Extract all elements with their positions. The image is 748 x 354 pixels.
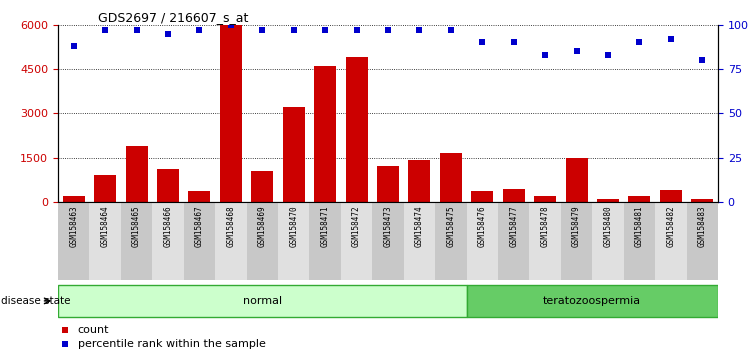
Point	[131, 27, 143, 33]
Bar	[530, 202, 561, 280]
Point	[442, 277, 454, 282]
Text: GSM158468: GSM158468	[227, 206, 236, 247]
Bar	[655, 202, 687, 280]
Bar	[310, 202, 341, 280]
Point	[99, 27, 111, 33]
Bar	[660, 190, 682, 202]
Bar	[565, 158, 588, 202]
Bar	[440, 153, 462, 202]
Bar	[467, 285, 718, 317]
Bar	[283, 107, 304, 202]
Point	[665, 36, 677, 42]
Bar	[404, 202, 435, 280]
Bar	[215, 202, 247, 280]
Bar	[184, 202, 215, 280]
Bar	[58, 285, 467, 317]
Text: GSM158463: GSM158463	[70, 206, 79, 247]
Text: GSM158465: GSM158465	[132, 206, 141, 247]
Text: GSM158467: GSM158467	[195, 206, 204, 247]
Bar	[435, 202, 467, 280]
Bar	[691, 199, 714, 202]
Point	[382, 27, 394, 33]
Text: GSM158479: GSM158479	[572, 206, 581, 247]
Bar	[624, 202, 655, 280]
Point	[351, 27, 363, 33]
Point	[414, 27, 426, 33]
Text: GSM158481: GSM158481	[635, 206, 644, 247]
Text: GSM158464: GSM158464	[101, 206, 110, 247]
Text: GSM158474: GSM158474	[415, 206, 424, 247]
Bar	[157, 169, 179, 202]
Text: GSM158482: GSM158482	[666, 206, 675, 247]
Text: normal: normal	[242, 296, 282, 306]
Text: GSM158475: GSM158475	[447, 206, 456, 247]
Bar	[341, 202, 373, 280]
Bar	[63, 196, 85, 202]
Text: teratozoospermia: teratozoospermia	[543, 296, 641, 306]
Bar	[90, 202, 121, 280]
Text: GSM158483: GSM158483	[698, 206, 707, 247]
Bar	[220, 25, 242, 202]
Text: GSM158473: GSM158473	[384, 206, 393, 247]
Bar	[247, 202, 278, 280]
Bar	[153, 202, 184, 280]
Point	[68, 43, 80, 49]
Bar	[597, 199, 619, 202]
Bar	[534, 196, 557, 202]
Point	[288, 27, 300, 33]
Point	[476, 40, 488, 45]
Point	[696, 57, 708, 63]
Text: GSM158480: GSM158480	[604, 206, 613, 247]
Text: GSM158469: GSM158469	[258, 206, 267, 247]
Point	[445, 27, 457, 33]
Bar	[628, 196, 651, 202]
Bar	[58, 202, 90, 280]
Text: GDS2697 / 216607_s_at: GDS2697 / 216607_s_at	[97, 11, 248, 24]
Bar	[346, 57, 367, 202]
Text: GSM158476: GSM158476	[478, 206, 487, 247]
Text: GSM158477: GSM158477	[509, 206, 518, 247]
Bar	[377, 166, 399, 202]
Bar	[561, 202, 592, 280]
Point	[319, 27, 331, 33]
Text: GSM158466: GSM158466	[164, 206, 173, 247]
Bar	[498, 202, 530, 280]
Point	[194, 27, 206, 33]
Bar	[94, 175, 116, 202]
Bar	[471, 192, 493, 202]
Bar	[503, 188, 524, 202]
Bar	[188, 192, 210, 202]
Text: count: count	[78, 325, 109, 335]
Text: GSM158472: GSM158472	[352, 206, 361, 247]
Point	[571, 48, 583, 54]
Bar	[126, 146, 147, 202]
Text: GSM158478: GSM158478	[541, 206, 550, 247]
Point	[508, 40, 520, 45]
Bar	[687, 202, 718, 280]
Bar	[373, 202, 404, 280]
Bar	[408, 160, 430, 202]
Point	[442, 148, 454, 154]
Point	[225, 22, 237, 28]
Text: percentile rank within the sample: percentile rank within the sample	[78, 339, 266, 349]
Bar	[592, 202, 624, 280]
Bar	[251, 171, 273, 202]
Bar	[314, 66, 336, 202]
Point	[602, 52, 614, 58]
Text: disease state: disease state	[1, 296, 71, 306]
Point	[257, 27, 269, 33]
Bar	[121, 202, 153, 280]
Text: GSM158471: GSM158471	[321, 206, 330, 247]
Bar	[467, 202, 498, 280]
Bar	[278, 202, 310, 280]
Text: GSM158470: GSM158470	[289, 206, 298, 247]
Point	[539, 52, 551, 58]
Point	[162, 31, 174, 36]
Point	[634, 40, 646, 45]
